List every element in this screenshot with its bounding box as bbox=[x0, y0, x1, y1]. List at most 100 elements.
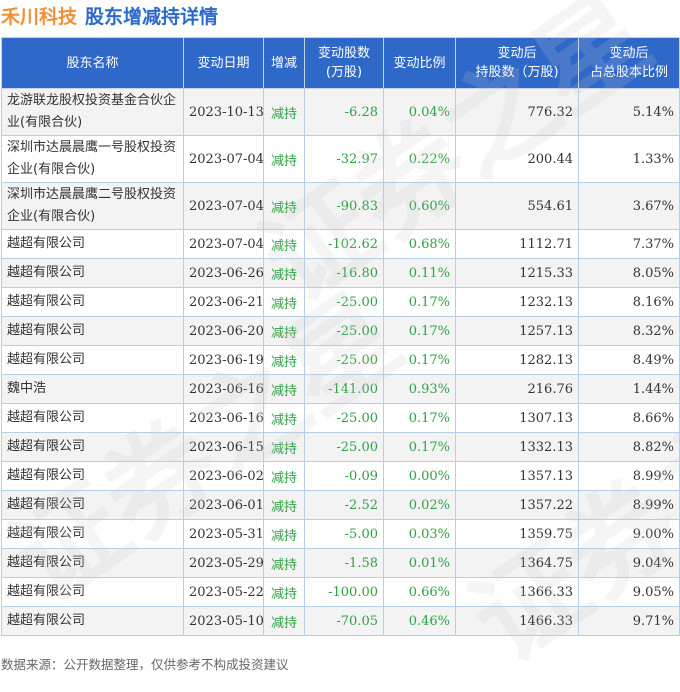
change-date-cell: 2023-07-04 bbox=[183, 182, 264, 230]
holder-name-cell: 越超有限公司 bbox=[1, 490, 184, 520]
change-ratio-cell: 0.04% bbox=[383, 88, 456, 136]
change-ratio-cell: 0.17% bbox=[383, 287, 456, 317]
holder-name-cell: 越超有限公司 bbox=[1, 345, 184, 375]
after-shares-cell: 1466.33 bbox=[455, 606, 579, 636]
after-pct-cell: 7.37% bbox=[578, 229, 680, 259]
table-row: 越超有限公司 2023-06-19 减持 -25.00 0.17% 1282.13 8.49… bbox=[1, 345, 680, 375]
change-date-cell: 2023-10-13 bbox=[183, 88, 264, 136]
action-cell: 减持 bbox=[263, 519, 305, 549]
after-pct-cell: 1.33% bbox=[578, 135, 680, 183]
table-row: 越超有限公司 2023-07-04 减持 -102.62 0.68% 1112.71 7.3… bbox=[1, 229, 680, 259]
after-shares-cell: 1364.75 bbox=[455, 548, 579, 578]
action-cell: 减持 bbox=[263, 490, 305, 520]
table-row: 越超有限公司 2023-06-26 减持 -16.80 0.11% 1215.33 8.05… bbox=[1, 258, 680, 288]
after-shares-cell: 1112.71 bbox=[455, 229, 579, 259]
change-shares-cell: -25.00 bbox=[304, 345, 384, 375]
table-header-row: 股东名称 变动日期 增减 变动股数 (万股) 变动比例 变动后 持股数（万股) 变动… bbox=[1, 37, 680, 89]
after-shares-cell: 1357.13 bbox=[455, 461, 579, 491]
action-cell: 减持 bbox=[263, 287, 305, 317]
holder-name-cell: 越超有限公司 bbox=[1, 432, 184, 462]
action-cell: 减持 bbox=[263, 182, 305, 230]
action-cell: 减持 bbox=[263, 548, 305, 578]
action-cell: 减持 bbox=[263, 606, 305, 636]
col-header-holder-name: 股东名称 bbox=[1, 37, 184, 89]
col-header-change-shares: 变动股数 (万股) bbox=[304, 37, 384, 89]
table-row: 魏中浩 2023-06-16 减持 -141.00 0.93% 216.76 1.44% bbox=[1, 374, 680, 404]
change-date-cell: 2023-06-20 bbox=[183, 316, 264, 346]
after-shares-cell: 1307.13 bbox=[455, 403, 579, 433]
table-row: 越超有限公司 2023-05-10 减持 -70.05 0.46% 1466.33 9.71… bbox=[1, 606, 680, 636]
col-header-change-ratio: 变动比例 bbox=[383, 37, 456, 89]
after-shares-cell: 1359.75 bbox=[455, 519, 579, 549]
change-shares-cell: -25.00 bbox=[304, 316, 384, 346]
after-pct-cell: 5.14% bbox=[578, 88, 680, 136]
after-shares-cell: 216.76 bbox=[455, 374, 579, 404]
after-shares-cell: 1232.13 bbox=[455, 287, 579, 317]
holder-name-cell: 越超有限公司 bbox=[1, 606, 184, 636]
change-date-cell: 2023-06-15 bbox=[183, 432, 264, 462]
table-row: 越超有限公司 2023-05-31 减持 -5.00 0.03% 1359.75 9.00% bbox=[1, 519, 680, 549]
change-ratio-cell: 0.46% bbox=[383, 606, 456, 636]
table-row: 越超有限公司 2023-06-20 减持 -25.00 0.17% 1257.13 8.32… bbox=[1, 316, 680, 346]
change-ratio-cell: 0.03% bbox=[383, 519, 456, 549]
after-pct-cell: 8.99% bbox=[578, 490, 680, 520]
change-ratio-cell: 0.93% bbox=[383, 374, 456, 404]
after-pct-cell: 9.71% bbox=[578, 606, 680, 636]
change-shares-cell: -25.00 bbox=[304, 287, 384, 317]
after-pct-cell: 8.05% bbox=[578, 258, 680, 288]
after-shares-cell: 1215.33 bbox=[455, 258, 579, 288]
after-shares-cell: 1257.13 bbox=[455, 316, 579, 346]
change-shares-cell: -0.09 bbox=[304, 461, 384, 491]
change-ratio-cell: 0.00% bbox=[383, 461, 456, 491]
change-date-cell: 2023-05-10 bbox=[183, 606, 264, 636]
after-pct-cell: 8.16% bbox=[578, 287, 680, 317]
company-name: 禾川科技 bbox=[1, 6, 78, 28]
change-ratio-cell: 0.11% bbox=[383, 258, 456, 288]
holder-name-cell: 越超有限公司 bbox=[1, 461, 184, 491]
action-cell: 减持 bbox=[263, 135, 305, 183]
table-row: 越超有限公司 2023-05-29 减持 -1.58 0.01% 1364.75 9.04% bbox=[1, 548, 680, 578]
page-subtitle: 股东增减持详情 bbox=[85, 6, 219, 28]
shareholder-changes-table: 股东名称 变动日期 增减 变动股数 (万股) 变动比例 变动后 持股数（万股) 变动… bbox=[1, 37, 680, 636]
page-title: 禾川科技 股东增减持详情 bbox=[1, 2, 218, 28]
table-row: 越超有限公司 2023-06-02 减持 -0.09 0.00% 1357.13 8.99% bbox=[1, 461, 680, 491]
change-shares-cell: -5.00 bbox=[304, 519, 384, 549]
action-cell: 减持 bbox=[263, 432, 305, 462]
change-shares-cell: -2.52 bbox=[304, 490, 384, 520]
change-date-cell: 2023-06-21 bbox=[183, 287, 264, 317]
after-pct-cell: 9.00% bbox=[578, 519, 680, 549]
change-shares-cell: -102.62 bbox=[304, 229, 384, 259]
holder-name-cell: 深圳市达晨晨鹰二号股权投资企业(有限合伙) bbox=[1, 182, 184, 230]
change-ratio-cell: 0.02% bbox=[383, 490, 456, 520]
change-ratio-cell: 0.17% bbox=[383, 432, 456, 462]
change-date-cell: 2023-06-16 bbox=[183, 403, 264, 433]
table-row: 深圳市达晨晨鹰一号股权投资企业(有限合伙) 2023-07-04 减持 -32.97 0… bbox=[1, 135, 680, 183]
table-row: 龙游联龙股权投资基金合伙企业(有限合伙) 2023-10-13 减持 -6.28 0.0… bbox=[1, 88, 680, 136]
after-shares-cell: 1282.13 bbox=[455, 345, 579, 375]
after-pct-cell: 8.82% bbox=[578, 432, 680, 462]
after-pct-cell: 8.32% bbox=[578, 316, 680, 346]
holder-name-cell: 越超有限公司 bbox=[1, 258, 184, 288]
action-cell: 减持 bbox=[263, 577, 305, 607]
table-row: 深圳市达晨晨鹰二号股权投资企业(有限合伙) 2023-07-04 减持 -90.83 0… bbox=[1, 182, 680, 230]
change-ratio-cell: 0.01% bbox=[383, 548, 456, 578]
after-pct-cell: 8.99% bbox=[578, 461, 680, 491]
change-shares-cell: -100.00 bbox=[304, 577, 384, 607]
change-shares-cell: -6.28 bbox=[304, 88, 384, 136]
action-cell: 减持 bbox=[263, 88, 305, 136]
table-row: 越超有限公司 2023-05-22 减持 -100.00 0.66% 1366.33 9.0… bbox=[1, 577, 680, 607]
table-row: 越超有限公司 2023-06-16 减持 -25.00 0.17% 1307.13 8.66… bbox=[1, 403, 680, 433]
action-cell: 减持 bbox=[263, 316, 305, 346]
change-date-cell: 2023-05-22 bbox=[183, 577, 264, 607]
change-date-cell: 2023-06-01 bbox=[183, 490, 264, 520]
action-cell: 减持 bbox=[263, 403, 305, 433]
holder-name-cell: 深圳市达晨晨鹰一号股权投资企业(有限合伙) bbox=[1, 135, 184, 183]
change-ratio-cell: 0.60% bbox=[383, 182, 456, 230]
action-cell: 减持 bbox=[263, 258, 305, 288]
change-date-cell: 2023-07-04 bbox=[183, 229, 264, 259]
col-header-action: 增减 bbox=[263, 37, 305, 89]
change-date-cell: 2023-06-26 bbox=[183, 258, 264, 288]
change-ratio-cell: 0.17% bbox=[383, 345, 456, 375]
holder-name-cell: 魏中浩 bbox=[1, 374, 184, 404]
after-shares-cell: 554.61 bbox=[455, 182, 579, 230]
